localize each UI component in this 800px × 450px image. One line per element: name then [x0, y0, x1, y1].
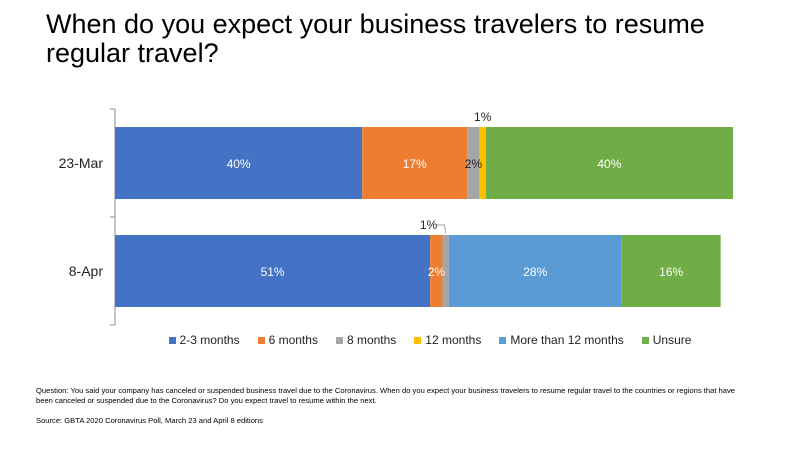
- bar-segment: [115, 127, 363, 199]
- bar-segment: [115, 235, 431, 307]
- legend-swatch: [414, 336, 422, 344]
- legend-item: More than 12 months: [499, 333, 624, 347]
- legend-label: 6 months: [268, 333, 318, 347]
- legend-label: More than 12 months: [510, 333, 624, 347]
- legend-swatch: [168, 336, 176, 344]
- legend-swatch: [499, 336, 507, 344]
- bar-segment: [485, 127, 733, 199]
- bar-segment: [467, 127, 480, 199]
- legend-item: 6 months: [257, 333, 318, 347]
- data-label: 2%: [465, 157, 483, 171]
- data-label: 16%: [659, 265, 683, 279]
- data-label: 40%: [597, 157, 621, 171]
- source-note: Source: GBTA 2020 Coronavirus Poll, Marc…: [36, 416, 263, 425]
- legend-label: 2-3 months: [179, 333, 240, 347]
- question-footnote: Question: You said your company has canc…: [36, 386, 736, 405]
- chart-legend: 2-3 months 6 months 8 months 12 months More …: [110, 333, 750, 347]
- legend-item: 12 months: [414, 333, 481, 347]
- legend-item: Unsure: [641, 333, 692, 347]
- data-label: 40%: [227, 157, 251, 171]
- data-label: 1%: [474, 110, 492, 124]
- bar-segment: [430, 235, 443, 307]
- chart-title: When do you expect your business travele…: [46, 9, 705, 68]
- bar-segment: [362, 127, 468, 199]
- legend-swatch: [257, 336, 265, 344]
- bar-segment: [442, 235, 449, 307]
- legend-label: 12 months: [425, 333, 482, 347]
- data-label: 1%: [420, 218, 438, 232]
- data-label: 2%: [428, 265, 446, 279]
- legend-label: Unsure: [652, 333, 692, 347]
- legend-label: 8 months: [346, 333, 397, 347]
- category-label: 23-Mar: [59, 155, 104, 171]
- legend-item: 2-3 months: [168, 333, 240, 347]
- category-label: 8-Apr: [69, 263, 104, 279]
- bar-segment: [479, 127, 486, 199]
- bar-segment: [448, 235, 622, 307]
- legend-swatch: [335, 336, 343, 344]
- legend-item: 8 months: [335, 333, 397, 347]
- data-label-leader: [436, 224, 447, 234]
- legend-swatch: [641, 336, 649, 344]
- data-label: 17%: [403, 157, 427, 171]
- data-label: 28%: [523, 265, 547, 279]
- bar-segment: [621, 235, 721, 307]
- data-label: 51%: [261, 265, 285, 279]
